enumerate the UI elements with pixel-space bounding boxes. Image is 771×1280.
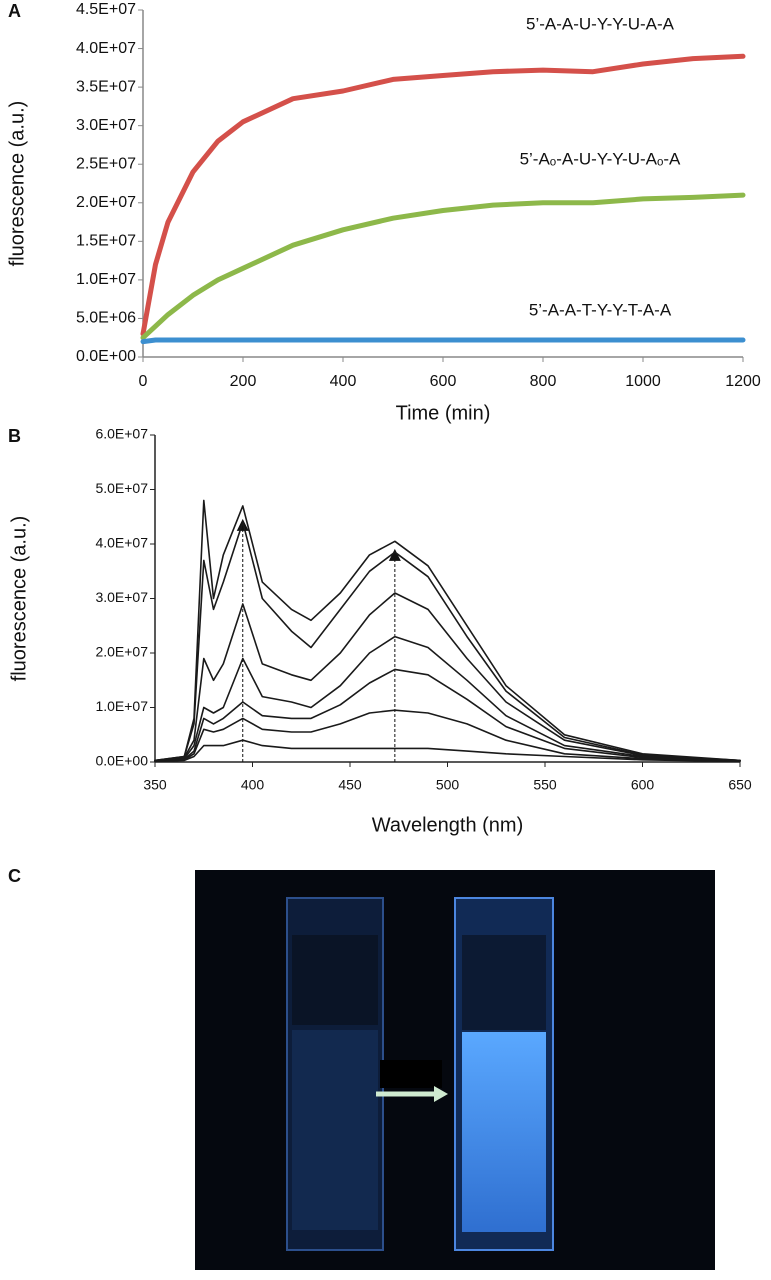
y-tick-label: 1.0E+07 [76, 271, 136, 288]
x-tick-label: 400 [330, 373, 357, 390]
y-tick-label: 1.0E+07 [95, 698, 148, 714]
series-line [154, 739, 741, 763]
x-tick-label: 650 [728, 777, 752, 793]
y-tick-label: 4.0E+07 [76, 40, 136, 57]
series-line [140, 53, 746, 337]
x-tick-label: 600 [430, 373, 457, 390]
panel-label: B [8, 426, 21, 446]
marker-arrowhead [388, 548, 401, 561]
cuvette-right-solution [462, 1032, 546, 1232]
x-tick-label: 550 [533, 777, 557, 793]
x-axis-title: Time (min) [396, 402, 491, 424]
y-tick-label: 4.5E+07 [76, 1, 136, 18]
y-tick-label: 3.0E+07 [95, 589, 148, 605]
series-line [154, 499, 741, 762]
x-tick-label: 450 [338, 777, 362, 793]
series-label: 5’-A-A-U-Y-Y-U-A-A [526, 14, 675, 33]
series-line [154, 592, 741, 762]
y-tick-label: 6.0E+07 [95, 426, 148, 442]
x-tick-label: 400 [241, 777, 265, 793]
cuvette-left-solution [292, 1030, 378, 1230]
x-tick-label: 1200 [725, 373, 761, 390]
series-label: 5’-Aₒ-A-U-Y-Y-U-Aₒ-A [520, 149, 681, 168]
series-line [154, 709, 741, 762]
x-tick-label: 800 [530, 373, 557, 390]
y-tick-label: 0.0E+00 [95, 753, 148, 769]
cuvette-right-top [462, 935, 546, 1030]
y-tick-label: 5.0E+07 [95, 480, 148, 496]
series-line [140, 192, 746, 341]
photo [195, 870, 715, 1270]
series-line [154, 635, 741, 762]
cuvette-left-top [292, 935, 378, 1025]
x-tick-label: 600 [631, 777, 655, 793]
series-line [154, 668, 741, 762]
x-tick-label: 200 [230, 373, 257, 390]
x-tick-label: 0 [139, 373, 148, 390]
y-axis-title: fluorescence (a.u.) [6, 101, 28, 267]
x-tick-label: 350 [143, 777, 167, 793]
arrow-head [434, 1086, 448, 1102]
panel-label: C [8, 866, 21, 886]
y-axis-title: fluorescence (a.u.) [8, 516, 30, 682]
arrow-backdrop [380, 1060, 442, 1088]
series-line [140, 337, 746, 345]
y-tick-label: 3.0E+07 [76, 117, 136, 134]
y-tick-label: 3.5E+07 [76, 78, 136, 95]
series-line [154, 521, 741, 762]
x-tick-label: 1000 [625, 373, 661, 390]
y-tick-label: 4.0E+07 [95, 535, 148, 551]
series-label: 5’-A-A-T-Y-Y-T-A-A [529, 300, 672, 319]
x-axis-title: Wavelength (nm) [372, 814, 524, 836]
y-tick-label: 2.0E+07 [95, 644, 148, 660]
y-tick-label: 5.0E+06 [76, 310, 136, 327]
y-tick-label: 0.0E+00 [76, 348, 136, 365]
y-tick-label: 2.0E+07 [76, 194, 136, 211]
y-tick-label: 2.5E+07 [76, 155, 136, 172]
y-tick-label: 1.5E+07 [76, 233, 136, 250]
panel-label: A [8, 1, 21, 21]
x-tick-label: 500 [436, 777, 460, 793]
